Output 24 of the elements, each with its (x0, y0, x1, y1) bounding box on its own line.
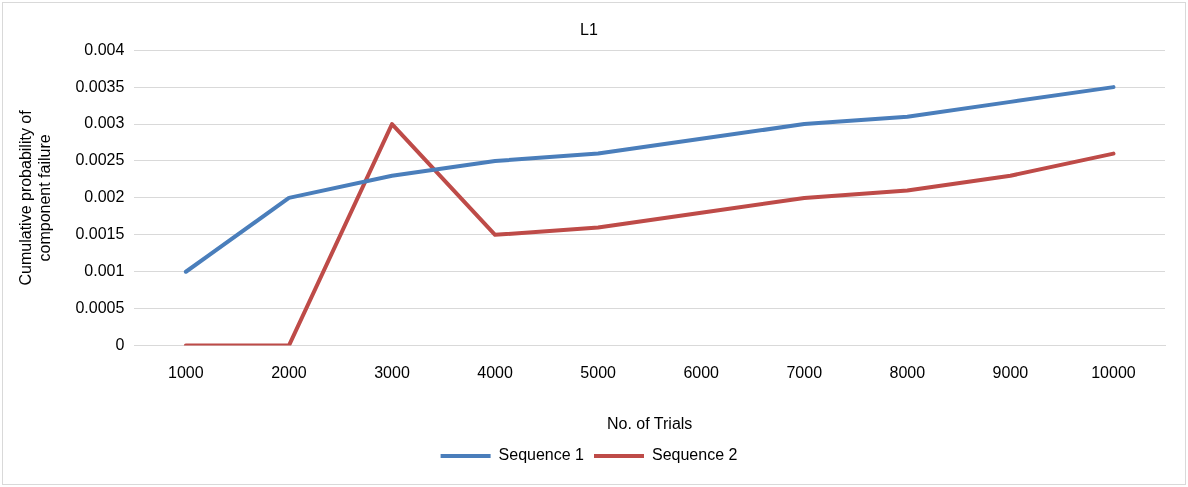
y-tick-label: 0.003 (84, 114, 125, 132)
y-tick-label: 0.0025 (75, 151, 125, 169)
y-tick-label: 0 (115, 336, 125, 354)
x-tick-label: 5000 (580, 363, 617, 381)
x-tick-label: 9000 (992, 363, 1029, 381)
x-tick-label: 1000 (168, 363, 204, 381)
x-tick-label: 10000 (1091, 363, 1136, 381)
y-axis-title: Cumulative probability of component failure (17, 109, 54, 286)
x-tick-label: 7000 (786, 363, 823, 381)
x-tick-label: 2000 (271, 363, 307, 381)
y-tick-label: 0.002 (84, 188, 125, 206)
x-axis-title: No. of Trials (606, 414, 693, 432)
legend-label: Sequence 1 (498, 446, 585, 464)
x-tick-label: 6000 (683, 363, 720, 381)
y-tick-label: 0.0015 (75, 225, 125, 243)
y-tick-label: 0.001 (84, 262, 125, 280)
y-tick-label: 0.0005 (75, 299, 125, 317)
x-tick-label: 8000 (889, 363, 926, 381)
y-tick-label: 0.0035 (75, 77, 125, 95)
x-tick-label: 3000 (374, 363, 410, 381)
chart-title: L1 (580, 21, 598, 39)
legend-label: Sequence 2 (652, 446, 738, 464)
x-tick-label: 4000 (477, 363, 513, 381)
y-tick-label: 0.004 (84, 40, 125, 58)
